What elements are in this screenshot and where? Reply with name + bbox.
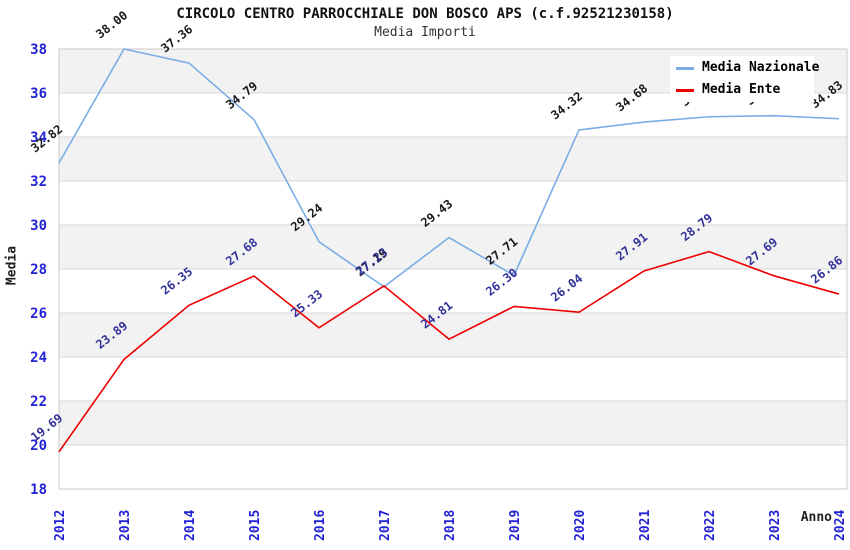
y-tick-label: 26	[30, 306, 47, 322]
y-tick-label: 18	[30, 482, 47, 498]
y-tick-label: 34	[30, 130, 47, 146]
y-tick-label: 30	[30, 218, 47, 234]
x-tick-label: 2015	[248, 510, 263, 541]
y-tick-label: 38	[30, 42, 47, 58]
x-tick-label: 2017	[378, 510, 393, 541]
band	[59, 269, 847, 313]
x-tick-label: 2021	[638, 510, 653, 541]
chart-title: CIRCOLO CENTRO PARROCCHIALE DON BOSCO AP…	[176, 6, 674, 22]
chart-subtitle: Media Importi	[374, 25, 476, 40]
media-ente-swatch	[676, 88, 694, 92]
y-tick-label: 22	[30, 394, 47, 410]
band	[59, 357, 847, 401]
y-tick-label: 32	[30, 174, 47, 190]
band	[59, 401, 847, 445]
media-nazionale-swatch	[676, 66, 694, 70]
plot-border	[58, 48, 848, 490]
media-nazionale-line	[58, 48, 840, 288]
x-tick-label: 2018	[443, 510, 458, 541]
legend-item-nazionale: Media Nazionale	[670, 59, 819, 77]
y-tick-label: 36	[30, 86, 47, 102]
x-tick-label: 2012	[53, 510, 68, 541]
legend-label: Media Ente	[702, 82, 781, 97]
x-tick-label: 2016	[313, 510, 328, 541]
x-tick-label: 2024	[833, 510, 848, 541]
point-label: 38.00	[93, 8, 130, 41]
legend-item-ente: Media Ente	[670, 81, 814, 99]
band	[59, 181, 847, 225]
x-axis-label: Anno	[800, 510, 832, 525]
legend: Media Nazionale Media Ente	[670, 56, 819, 102]
y-tick-label: 28	[30, 262, 47, 278]
x-tick-label: 2022	[703, 510, 718, 541]
x-tick-label: 2014	[183, 510, 198, 541]
band	[59, 445, 847, 489]
x-tick-label: 2020	[573, 510, 588, 541]
x-tick-label: 2023	[768, 510, 783, 541]
band	[59, 137, 847, 181]
media-ente-line	[58, 250, 840, 453]
band	[59, 225, 847, 269]
y-tick-label: 24	[30, 350, 47, 366]
legend-label: Media Nazionale	[702, 60, 820, 75]
y-tick-label: 20	[30, 438, 47, 454]
x-tick-label: 2019	[508, 510, 523, 541]
x-tick-label: 2013	[118, 510, 133, 541]
band	[59, 313, 847, 357]
